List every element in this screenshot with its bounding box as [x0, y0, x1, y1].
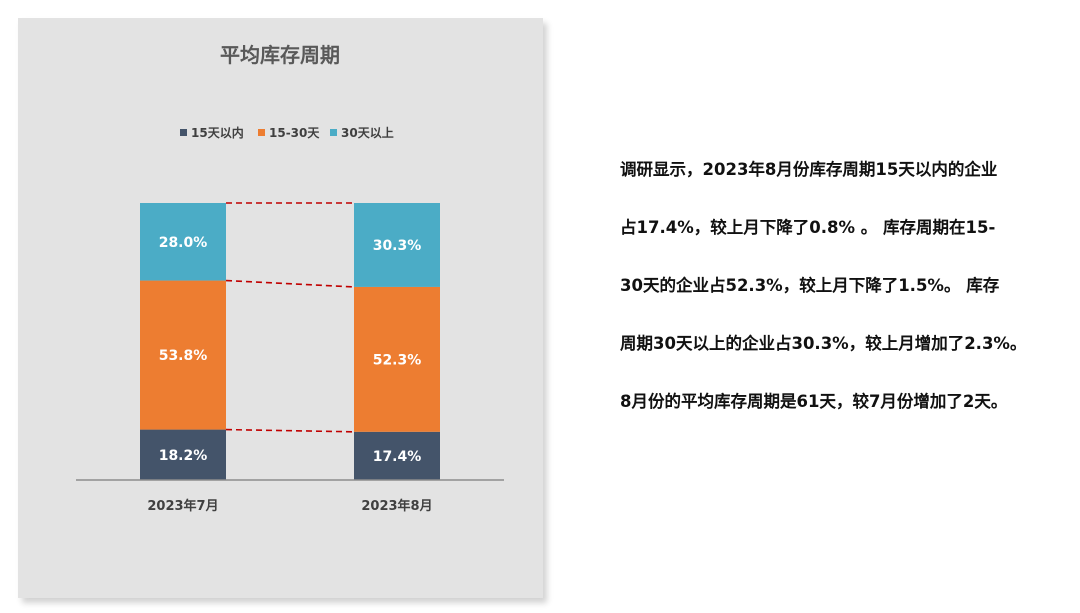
bar-label-2-3: 30.3% [373, 238, 422, 254]
summary-line-3: 30天的企业占52.3%，较上月下降了1.5%。 库存 [620, 276, 1000, 295]
bar-label-1-2: 53.8% [159, 348, 208, 364]
category-labels: 2023年7月 2023年8月 [147, 498, 432, 514]
legend-swatch-2 [258, 129, 265, 136]
summary-line-2: 占17.4%，较上月下降了0.8% 。 库存周期在15- [620, 218, 996, 237]
bar-label-1-1: 18.2% [159, 448, 208, 464]
summary-text: 调研显示，2023年8月份库存周期15天以内的企业 占17.4%，较上月下降了0… [620, 150, 1075, 440]
bar-group: 18.2% 53.8% 28.0% 17.4% 52.3% 30.3% [140, 203, 440, 480]
connector-line-1 [225, 428, 355, 433]
bar-1-series-1 [140, 429, 226, 480]
bar-label-2-1: 17.4% [373, 449, 422, 465]
bar-1-series-2 [140, 280, 226, 430]
summary-line-4: 周期30天以上的企业占30.3%，较上月增加了2.3%。 [620, 334, 1027, 353]
chart-panel: 平均库存周期 15天以内 15-30天 30天以上 18.2% 53.8% 28.0% 1… [18, 18, 543, 598]
bar-label-2-2: 52.3% [373, 352, 422, 368]
bar-2-series-2 [354, 286, 440, 432]
legend-swatch-1 [180, 129, 187, 136]
bar-2-series-3 [354, 203, 440, 287]
summary-line-1: 调研显示，2023年8月份库存周期15天以内的企业 [620, 160, 998, 179]
legend-label-3: 30天以上 [341, 125, 394, 140]
bar-2-series-1 [354, 431, 440, 480]
bar-1-series-3 [140, 203, 226, 281]
legend-label-2: 15-30天 [269, 126, 320, 140]
chart-title: 平均库存周期 [220, 43, 340, 67]
legend-label-1: 15天以内 [191, 125, 244, 140]
category-label-1: 2023年7月 [147, 498, 218, 514]
connector-line-2 [225, 279, 355, 288]
bar-label-1-3: 28.0% [159, 235, 208, 251]
series-connector-lines [225, 202, 355, 433]
stacked-bar-chart: 平均库存周期 15天以内 15-30天 30天以上 18.2%53.8%28.0%1… [76, 43, 504, 514]
chart-legend: 15天以内 15-30天 30天以上 [180, 125, 394, 140]
summary-line-5: 8月份的平均库存周期是61天，较7月份增加了2天。 [620, 392, 1008, 411]
legend-swatch-3 [330, 129, 337, 136]
category-label-2: 2023年8月 [361, 498, 432, 514]
